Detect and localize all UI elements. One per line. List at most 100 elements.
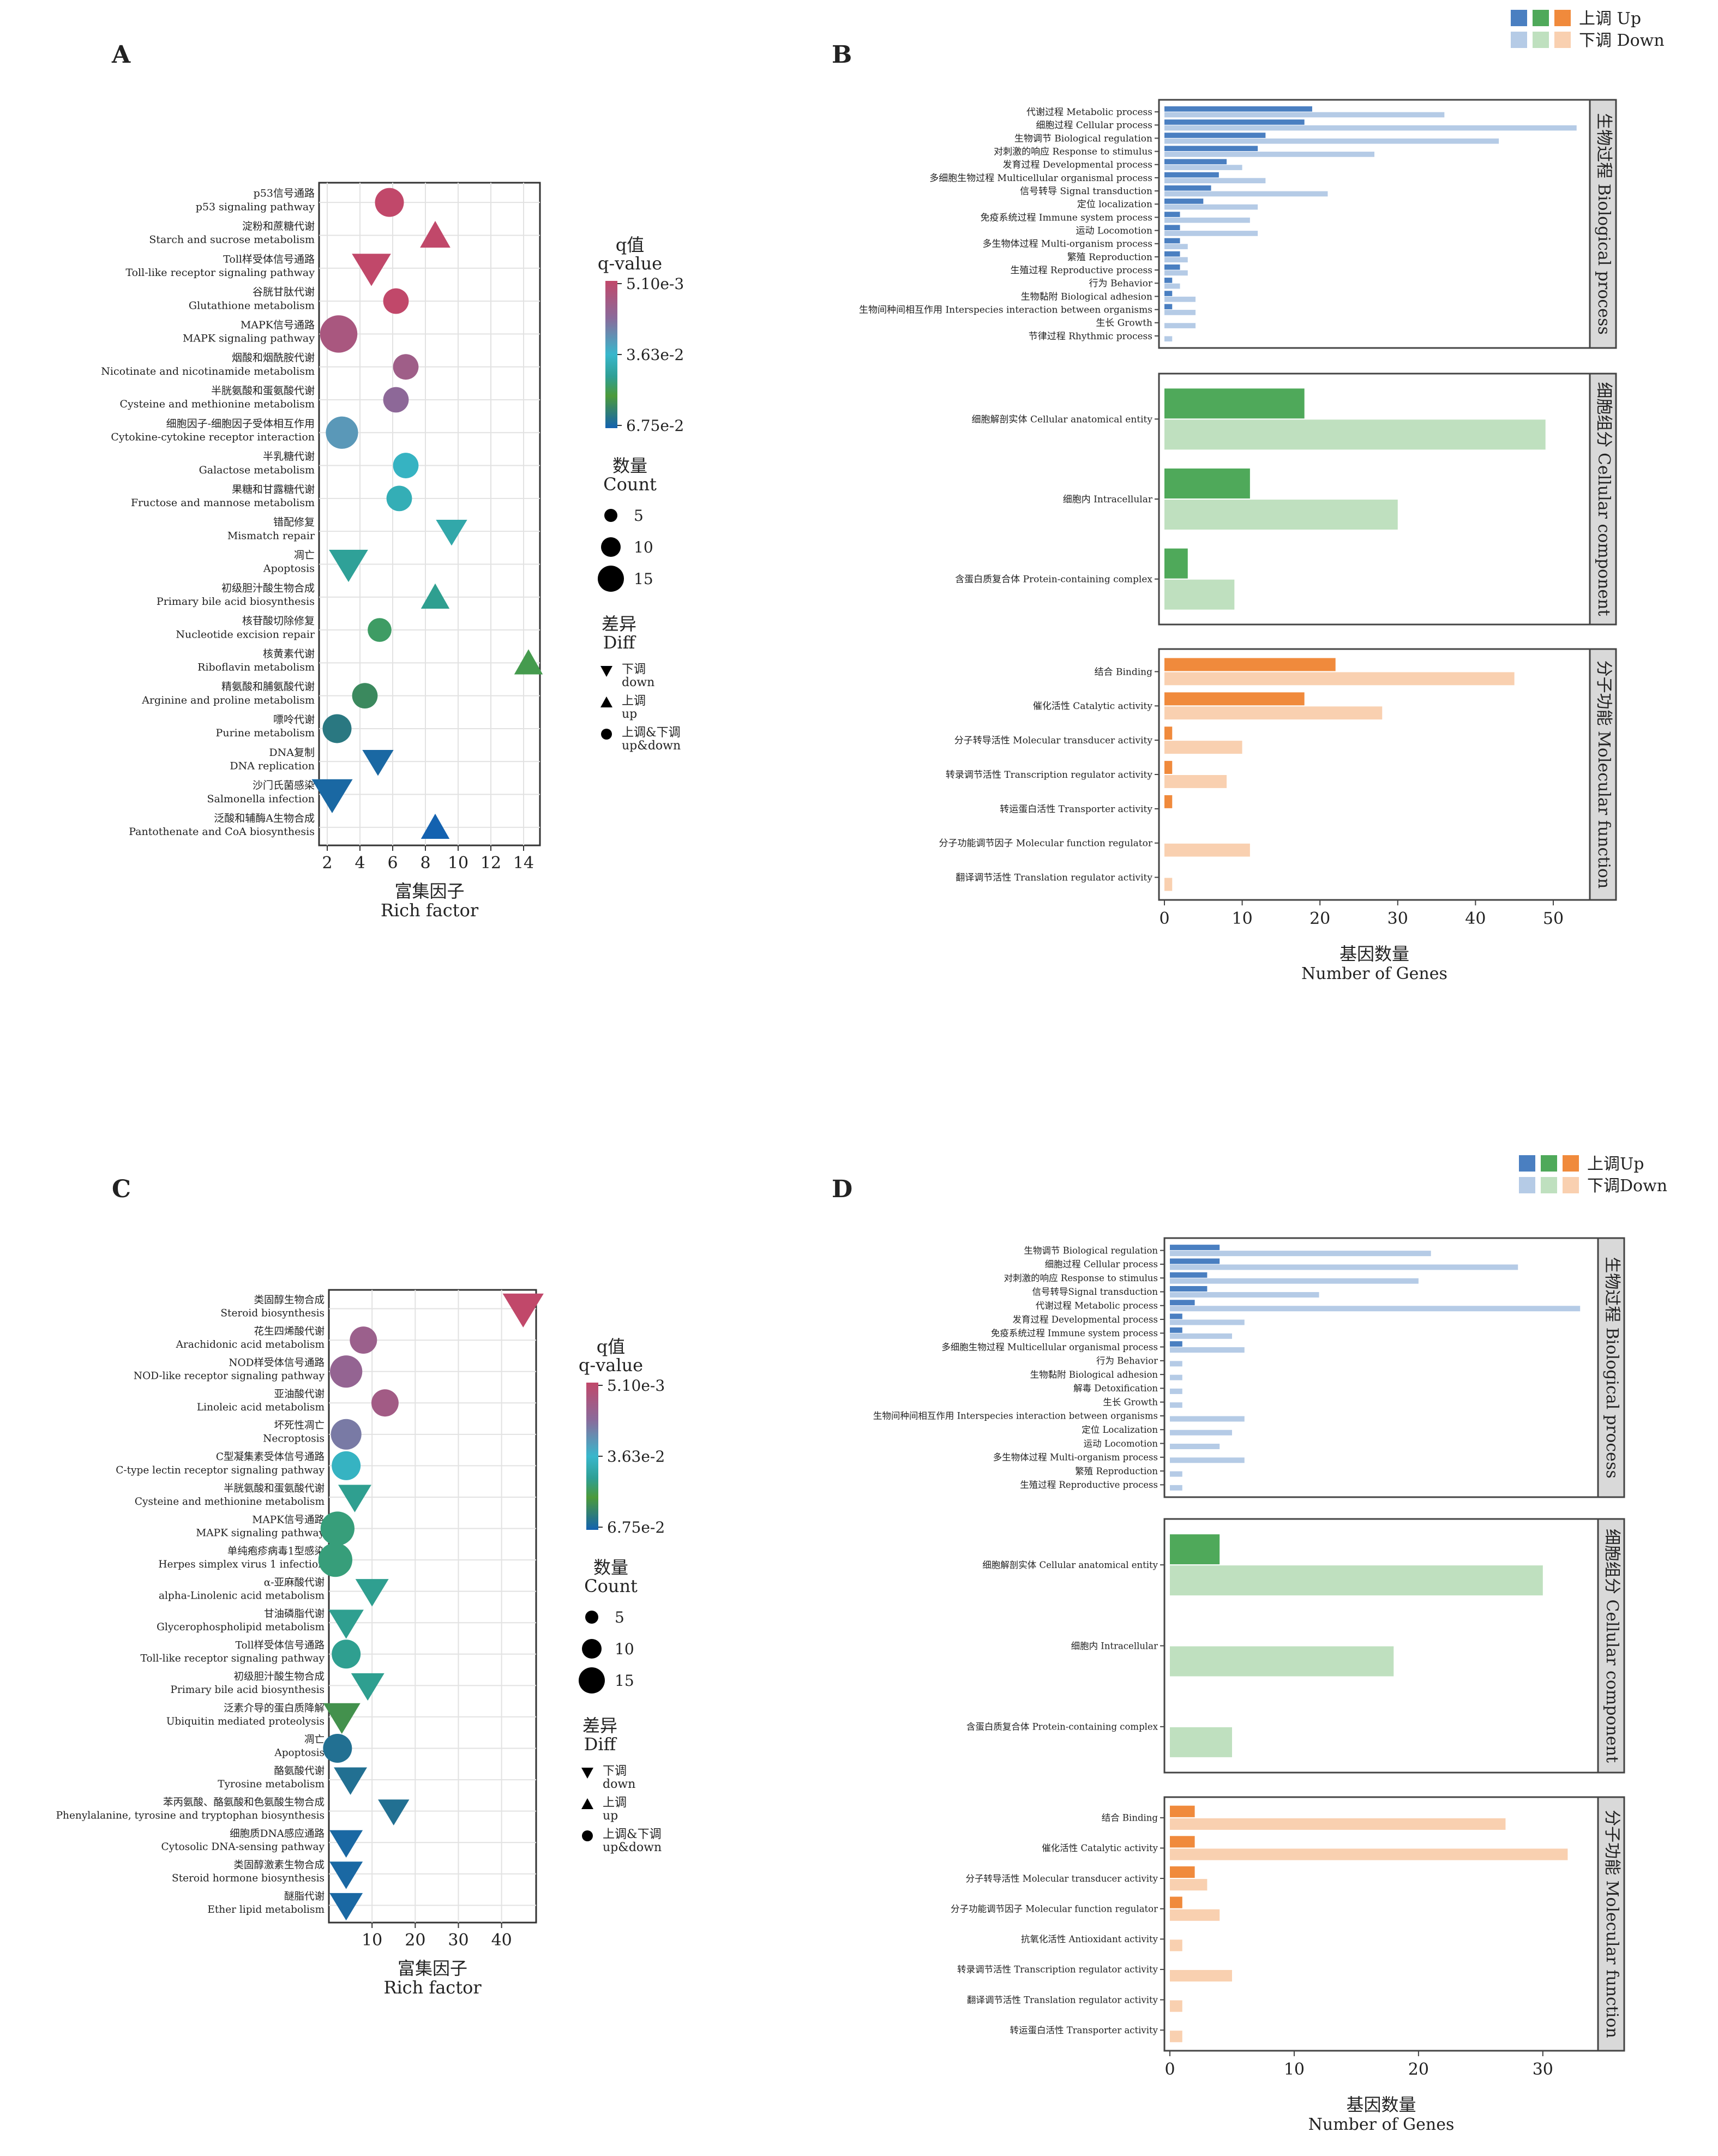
x-tick-label: 30 [1387,909,1408,928]
panel-label-C: C [112,1175,131,1203]
y-tick-label: 发育过程 Developmental process [1002,160,1152,171]
data-point-down-triangle [351,1673,385,1701]
bar-up [1170,1286,1208,1292]
y-label-cn: DNA复制 [269,747,315,759]
bar-down [1170,1264,1518,1270]
bar-down [1170,1292,1319,1298]
diff-legend-label-en: down [603,1777,635,1791]
bar-up [1164,761,1173,774]
data-point-up-triangle [514,649,543,675]
bar-down [1170,1388,1182,1394]
bar-down [1164,152,1374,157]
data-point-up-triangle [420,220,450,248]
y-tick-label: 细胞解剖实体 Cellular anatomical entity [972,414,1153,425]
bar-up [1164,278,1173,283]
y-label-cn: Toll样受体信号通路 [236,1640,325,1651]
facet-strip-label: 生物过程 Biological process [1594,113,1613,334]
facet-panel [1158,648,1591,901]
bar-up [1164,291,1173,296]
y-label-en: p53 signaling pathway [196,201,315,213]
data-point-down-triangle [362,750,394,776]
data-point-circle [350,1326,377,1354]
y-tick-label: 抗氧化活性 Antioxidant activity [1021,1934,1158,1944]
x-tick-label: 4 [355,854,365,873]
y-tick-label: 结合 Binding [1095,666,1153,677]
count-legend-dot [579,1667,605,1693]
y-label-en: Steroid biosynthesis [220,1307,325,1319]
count-legend-label: 10 [615,1640,634,1658]
y-label-cn: 类固醇生物合成 [254,1294,325,1306]
y-tick-label: 节律过程 Rhythmic process [1029,331,1152,342]
y-tick-label: 多细胞生物过程 Multicellular organismal process [941,1342,1158,1352]
bar-down [1170,1306,1581,1312]
y-tick-label: 定位 Localization [1082,1425,1158,1435]
facet-strip [1589,99,1617,349]
count-legend-dot [598,566,624,592]
bar-down [1164,165,1242,170]
y-label-en: Primary bile acid biosynthesis [171,1684,325,1696]
bar-down [1164,706,1383,720]
diff-legend-title-cn: 差异 [582,1715,617,1736]
bar-down [1164,323,1196,328]
bar-down [1170,1485,1182,1491]
diff-legend-label-en: up&down [603,1841,662,1854]
y-label-cn: 苯丙氨酸、酪氨酸和色氨酸生物合成 [163,1797,325,1808]
y-label-cn: 细胞因子-细胞因子受体相互作用 [166,418,315,430]
y-label-en: Necroptosis [263,1433,325,1445]
data-point-up-triangle [421,583,450,609]
y-label-en: Fructose and mannose metabolism [131,497,315,509]
qvalue-legend-title-cn: q值 [616,235,645,255]
y-label-en: Ether lipid metabolism [207,1904,325,1915]
count-legend-label: 15 [615,1672,634,1690]
y-label-cn: 类固醇激素生物合成 [233,1860,325,1871]
y-label-cn: 凋亡 [304,1734,325,1745]
data-point-down-triangle [311,779,353,813]
plot-frame [318,182,541,846]
bar-down [1164,231,1258,236]
y-tick-label: 繁殖 Reproduction [1067,252,1152,263]
y-tick-label: 解毒 Detoxification [1073,1383,1158,1394]
y-tick-label: 生殖过程 Reproductive process [1011,265,1152,276]
data-point-circle [393,354,419,380]
x-tick-label: 50 [1543,909,1564,928]
y-label-en: Apoptosis [263,563,315,575]
y-label-cn: 核黄素代谢 [263,648,315,660]
y-label-en: Nicotinate and nicotinamide metabolism [101,365,315,377]
y-tick-label: 转运蛋白活性 Transporter activity [1010,2025,1158,2035]
y-tick-label: 免疫系统过程 Immune system process [981,212,1152,223]
y-label-cn: 核苷酸切除修复 [242,615,315,627]
bar-up [1170,1805,1195,1817]
bar-down [1164,217,1250,223]
bar-down [1164,296,1196,302]
legend-down-swatch [1511,32,1527,48]
count-legend-dot [582,1639,602,1659]
data-point-down-triangle [334,1767,368,1795]
facet-strip [1589,648,1617,901]
bar-down [1164,741,1242,754]
y-label-en: Cysteine and methionine metabolism [120,398,315,410]
y-label-en: Ubiquitin mediated proteolysis [166,1716,325,1727]
bar-down [1164,125,1577,131]
x-axis-title-cn: 基因数量 [1339,944,1409,964]
bar-up [1164,212,1180,217]
data-point-down-triangle [436,519,467,546]
bar-up [1164,726,1173,740]
bar-up [1170,1245,1220,1251]
x-tick-label: 12 [480,854,501,873]
y-label-en: Riboflavin metabolism [197,662,315,674]
bar-down [1170,1848,1568,1860]
panel-label-B: B [832,41,852,69]
y-tick-label: 催化活性 Catalytic activity [1042,1843,1158,1853]
data-point-circle [383,387,409,413]
y-tick-label: 多生物体过程 Multi-organism process [993,1452,1158,1463]
bar-up [1170,1313,1182,1319]
x-tick-label: 6 [387,854,398,873]
bar-up [1164,658,1336,671]
data-point-circle [386,485,412,512]
count-legend-title-en: Count [584,1576,638,1596]
y-label-en: NOD-like receptor signaling pathway [134,1371,325,1382]
y-tick-label: 细胞解剖实体 Cellular anatomical entity [982,1560,1158,1570]
bar-up [1164,692,1305,706]
